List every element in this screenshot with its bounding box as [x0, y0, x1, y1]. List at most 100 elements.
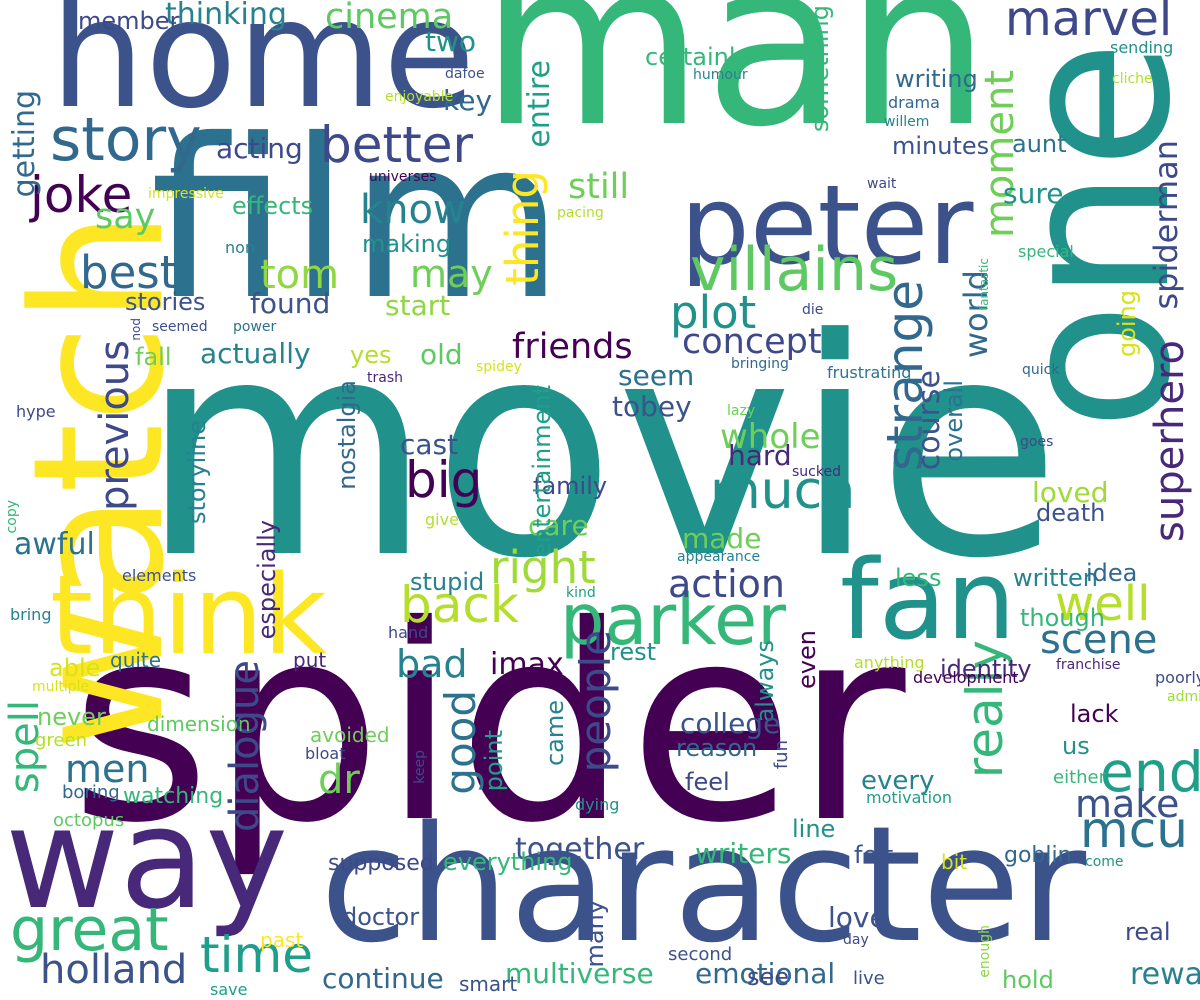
- word-previous: previous: [92, 340, 138, 512]
- word-copy: copy: [4, 500, 20, 534]
- word-tobey: tobey: [612, 390, 692, 423]
- word-poorly: poorly: [1155, 668, 1200, 687]
- word-impressive: impressive: [148, 186, 224, 202]
- word-hold: hold: [1002, 966, 1054, 994]
- word-dialogue: dialogue: [222, 660, 268, 832]
- word-goblin: goblin: [1004, 843, 1072, 868]
- word-entertainment: entertainment: [528, 385, 556, 558]
- word-plot: plot: [670, 286, 757, 339]
- word-action: action: [668, 562, 785, 606]
- word-day: day: [843, 932, 869, 948]
- word-storyline: storyline: [183, 420, 211, 524]
- word-wait: wait: [867, 176, 897, 192]
- word-feel: feel: [685, 768, 730, 796]
- word-development: development: [913, 668, 1019, 687]
- word-seem: seem: [618, 359, 695, 392]
- word-start: start: [385, 289, 451, 322]
- word-quick: quick: [1022, 362, 1060, 378]
- word-say: say: [95, 197, 156, 237]
- word-admission: admission: [1167, 689, 1200, 705]
- word-hard: hard: [728, 439, 792, 472]
- word-appearance: appearance: [677, 549, 761, 565]
- word-aunt: aunt: [1012, 130, 1067, 158]
- word-rest: rest: [610, 638, 657, 666]
- word-still: still: [568, 167, 630, 207]
- word-much: much: [710, 461, 856, 521]
- word-minutes: minutes: [892, 132, 990, 160]
- word-either: either: [1053, 767, 1107, 788]
- word-certainly: certainly: [645, 43, 750, 71]
- word-best: best: [80, 246, 178, 299]
- word-felt: felt: [854, 841, 894, 869]
- word-watching: watching: [123, 784, 224, 809]
- word-lack: lack: [1070, 700, 1119, 728]
- word-though: though: [1020, 604, 1105, 632]
- word-line: line: [792, 815, 836, 843]
- word-boring: boring: [62, 782, 120, 803]
- word-dafoe: dafoe: [445, 66, 485, 82]
- word-hype: hype: [16, 402, 56, 421]
- word-overall: overall: [940, 380, 968, 462]
- word-octopus: octopus: [53, 810, 125, 831]
- word-effects: effects: [232, 192, 314, 220]
- word-continue: continue: [322, 962, 444, 995]
- word-give: give: [425, 510, 459, 529]
- word-elements: elements: [122, 566, 197, 585]
- word-stories: stories: [125, 288, 206, 316]
- word-humour: humour: [693, 67, 748, 83]
- word-emotional: emotional: [695, 957, 836, 990]
- word-love: love: [828, 901, 887, 934]
- word-superhero: superhero: [1147, 340, 1193, 542]
- word-man: man: [480, 0, 991, 178]
- word-parker: parker: [560, 579, 786, 661]
- word-better: better: [320, 116, 474, 174]
- word-come: come: [1085, 854, 1124, 870]
- word-bringing: bringing: [731, 356, 789, 372]
- word-supposed: supposed: [328, 851, 434, 876]
- word-drama: drama: [888, 93, 940, 112]
- word-frustrating: frustrating: [827, 363, 912, 382]
- word-actually: actually: [200, 337, 311, 370]
- word-never: never: [37, 703, 106, 731]
- word-member: member: [78, 7, 180, 35]
- word-avoided: avoided: [310, 723, 390, 747]
- word-many: many: [581, 900, 609, 968]
- word-making: making: [362, 230, 452, 258]
- word-universes: universes: [369, 169, 437, 185]
- word-peter: peter: [680, 161, 974, 289]
- word-well: well: [1055, 576, 1151, 632]
- word-franchise: franchise: [1056, 657, 1121, 673]
- word-especially: especially: [253, 520, 281, 640]
- word-going: going: [1113, 290, 1141, 358]
- word-men: men: [65, 747, 150, 791]
- word-fantastic: fantastic: [977, 258, 991, 311]
- word-came: came: [541, 700, 569, 767]
- word-dimension: dimension: [147, 712, 251, 736]
- word-non: non: [225, 238, 256, 257]
- word-green: green: [35, 730, 87, 751]
- word-together: together: [515, 832, 645, 867]
- word-two: two: [425, 25, 477, 58]
- word-thing: thing: [496, 170, 549, 286]
- word-yes: yes: [350, 341, 392, 369]
- word-real: real: [1125, 918, 1171, 946]
- word-idea: idea: [1086, 559, 1138, 587]
- word-kind: kind: [566, 585, 596, 601]
- word-even: even: [793, 630, 821, 689]
- word-right: right: [490, 541, 596, 594]
- word-holland: holland: [40, 947, 188, 993]
- word-old: old: [420, 338, 463, 371]
- word-think: think: [50, 551, 327, 679]
- word-film: film: [150, 92, 565, 348]
- word-key: key: [443, 84, 493, 117]
- word-smart: smart: [459, 972, 518, 996]
- word-spider: spider: [70, 567, 906, 882]
- word-something: something: [806, 5, 834, 133]
- word-family: family: [533, 472, 608, 500]
- word-bad: bad: [396, 642, 468, 686]
- word-whole: whole: [720, 417, 821, 457]
- word-save: save: [210, 980, 248, 999]
- word-thinking: thinking: [165, 0, 287, 32]
- word-imax: imax: [490, 647, 564, 682]
